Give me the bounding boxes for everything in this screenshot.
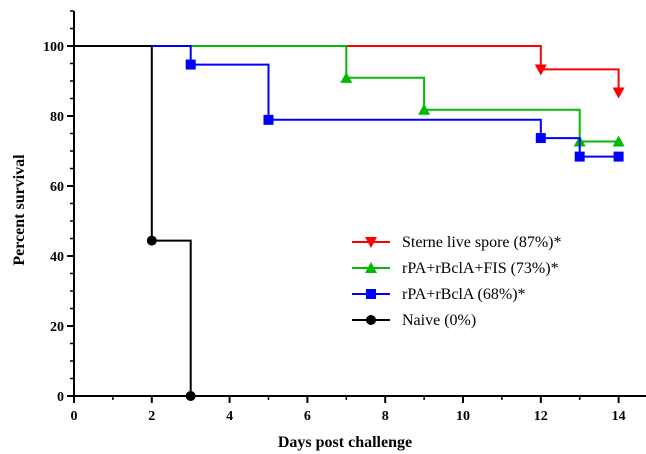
series-1 xyxy=(74,45,625,147)
data-point xyxy=(612,135,625,147)
x-tick-label: 0 xyxy=(71,409,78,424)
legend-item: Naive (0%) xyxy=(352,312,476,329)
series-line xyxy=(74,45,619,158)
series-line xyxy=(74,45,192,396)
data-point xyxy=(340,71,353,83)
data-point xyxy=(263,114,274,125)
data-point xyxy=(146,235,157,246)
data-point xyxy=(535,133,546,144)
y-axis-title: Percent survival xyxy=(11,154,28,266)
y-tick-label: 20 xyxy=(50,320,64,335)
series-2 xyxy=(74,45,624,162)
data-point xyxy=(534,64,547,76)
x-tick-label: 8 xyxy=(382,409,389,424)
x-tick-label: 6 xyxy=(304,409,311,424)
data-point xyxy=(574,151,585,162)
legend-marker xyxy=(365,237,377,248)
legend-label: Sterne live spore (87%)* xyxy=(402,234,562,251)
x-tick-label: 14 xyxy=(612,409,626,424)
data-point xyxy=(418,103,431,115)
legend-item: Sterne live spore (87%)* xyxy=(352,234,562,251)
y-tick-label: 100 xyxy=(43,40,64,55)
y-tick-label: 80 xyxy=(50,110,64,125)
legend-item: rPA+rBclA (68%)* xyxy=(352,286,526,303)
data-point xyxy=(612,87,625,99)
x-axis-title: Days post challenge xyxy=(278,434,412,451)
data-point xyxy=(185,59,196,70)
legend-marker xyxy=(366,315,376,325)
legend: Sterne live spore (87%)* rPA+rBclA+FIS (7… xyxy=(352,234,562,329)
x-tick-label: 2 xyxy=(148,409,155,424)
series-layer xyxy=(74,45,625,401)
data-point xyxy=(613,151,624,162)
legend-marker xyxy=(365,262,377,273)
x-tick-label: 4 xyxy=(226,409,233,424)
series-3 xyxy=(74,45,196,401)
y-tick-label: 60 xyxy=(50,180,64,195)
axes: 0 20 40 60 80 100 0 2 4 6 8 10 12 14 xyxy=(43,10,646,424)
legend-label: Naive (0%) xyxy=(402,312,476,329)
series-0 xyxy=(74,45,625,99)
y-tick-label: 40 xyxy=(50,250,64,265)
data-point xyxy=(185,391,196,401)
legend-label: rPA+rBclA (68%)* xyxy=(402,286,526,303)
legend-label: rPA+rBclA+FIS (73%)* xyxy=(402,260,559,277)
series-line xyxy=(74,45,619,143)
x-tick-label: 12 xyxy=(534,409,548,424)
y-tick-label: 0 xyxy=(57,390,64,405)
legend-marker xyxy=(366,289,376,299)
x-tick-label: 10 xyxy=(456,409,470,424)
legend-item: rPA+rBclA+FIS (73%)* xyxy=(352,260,559,277)
